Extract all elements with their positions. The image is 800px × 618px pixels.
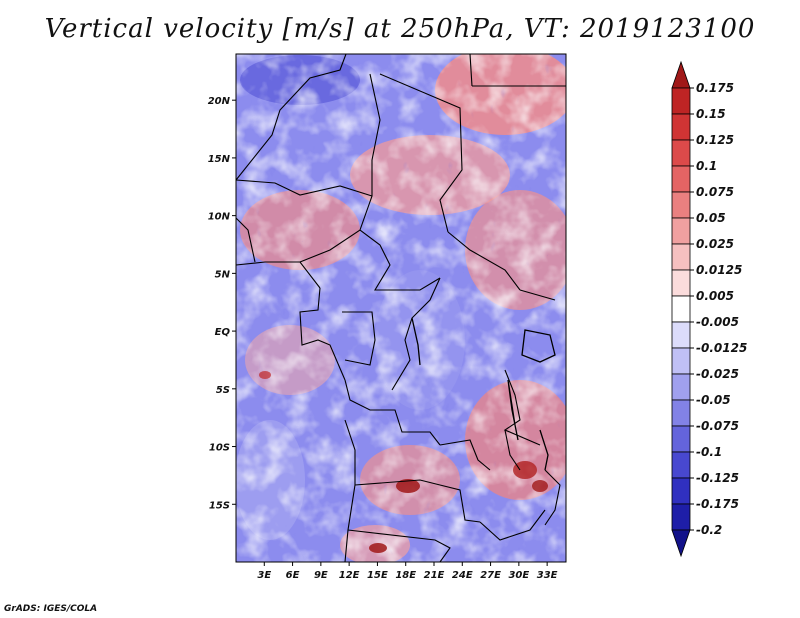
lon-label: 27E xyxy=(480,570,501,581)
colorbar-label: 0.005 xyxy=(696,289,734,303)
lon-label: 12E xyxy=(339,570,360,581)
lat-label: EQ xyxy=(215,327,231,338)
colorbar-label: -0.0125 xyxy=(696,341,747,355)
colorbar-label: 0.05 xyxy=(696,211,726,225)
map-frame xyxy=(235,53,567,563)
lon-label: 33E xyxy=(537,570,558,581)
colorbar-label: 0.175 xyxy=(696,81,734,95)
colorbar-bin xyxy=(671,399,691,427)
colorbar-label: 0.0125 xyxy=(696,263,742,277)
lon-label: 3E xyxy=(257,570,271,581)
lat-label: 10S xyxy=(209,443,230,454)
lon-label: 30E xyxy=(508,570,529,581)
colorbar-label: 0.15 xyxy=(696,107,726,121)
colorbar-bin xyxy=(671,451,691,479)
colorbar-bin xyxy=(671,373,691,401)
longitude-axis: 3E 6E 9E 12E 15E 18E 21E 24E 27E 30E 33E xyxy=(257,562,558,581)
colorbar-bin xyxy=(671,60,691,89)
velocity-field xyxy=(236,54,566,562)
colorbar-bin xyxy=(671,477,691,505)
lat-label: 15N xyxy=(208,154,231,165)
footer-credit: GrADS: IGES/COLA xyxy=(4,604,98,614)
lat-label: 5N xyxy=(215,269,231,280)
lon-label: 15E xyxy=(367,570,388,581)
colorbar-bin xyxy=(671,321,691,349)
lat-label: 10N xyxy=(208,212,231,223)
lon-label: 21E xyxy=(424,570,445,581)
colorbar-label: 0.025 xyxy=(696,237,734,251)
colorbar-bin xyxy=(671,217,691,245)
colorbar-bin xyxy=(671,113,691,141)
lat-label: 20N xyxy=(208,96,231,107)
country-borders xyxy=(236,54,566,562)
colorbar-bin xyxy=(671,347,691,375)
colorbar-bin xyxy=(671,139,691,167)
colorbar-bin xyxy=(671,529,691,558)
colorbar-label: -0.005 xyxy=(696,315,739,329)
colorbar-bin xyxy=(671,425,691,453)
colorbar-label: -0.125 xyxy=(696,471,739,485)
colorbar-bin xyxy=(671,503,691,531)
colorbar-bin xyxy=(671,269,691,297)
colorbar: 0.175 0.15 0.125 0.1 0.075 0.05 0.025 0.0125 0.0… xyxy=(671,60,747,558)
colorbar-label: -0.025 xyxy=(696,367,739,381)
colorbar-bin xyxy=(671,165,691,193)
colorbar-label: -0.075 xyxy=(696,419,739,433)
latitude-axis: 20N 15N 10N 5N EQ 5S 10S 15S xyxy=(208,96,236,511)
lat-label: 5S xyxy=(216,385,230,396)
chart-title: Vertical velocity [m/s] at 250hPa, VT: 2… xyxy=(44,14,756,44)
lon-label: 9E xyxy=(314,570,328,581)
lat-label: 15S xyxy=(209,500,230,511)
lon-label: 6E xyxy=(286,570,300,581)
colorbar-bin xyxy=(671,191,691,219)
colorbar-label: -0.05 xyxy=(696,393,731,407)
colorbar-label: -0.175 xyxy=(696,497,739,511)
colorbar-label: 0.125 xyxy=(696,133,734,147)
colorbar-bin xyxy=(671,87,691,115)
colorbar-bin xyxy=(671,243,691,271)
colorbar-bin xyxy=(671,295,691,323)
colorbar-label: -0.1 xyxy=(696,445,722,459)
lon-label: 24E xyxy=(452,570,473,581)
lon-label: 18E xyxy=(395,570,416,581)
colorbar-label: 0.1 xyxy=(696,159,717,173)
colorbar-label: -0.2 xyxy=(696,523,722,537)
colorbar-label: 0.075 xyxy=(696,185,734,199)
